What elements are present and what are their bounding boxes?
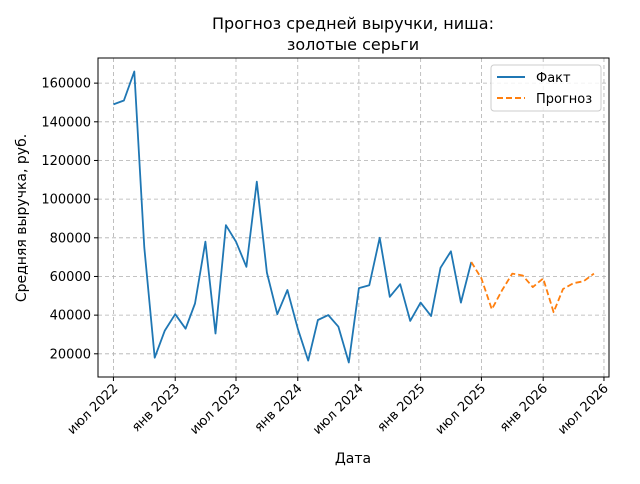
grid [98, 58, 609, 377]
plot-frame [97, 57, 610, 378]
y-tick-label: 60000 [50, 270, 91, 285]
y-tick-label: 20000 [50, 347, 91, 362]
series-group [113, 70, 595, 364]
chart-title-line: Прогноз средней выручки, ниша: [212, 14, 494, 33]
x-axis-label: Дата [335, 451, 371, 467]
y-tick-label: 100000 [41, 193, 91, 208]
legend: Факт Прогноз [490, 64, 602, 112]
series-line-forecast [470, 261, 595, 314]
chart-title: Прогноз средней выручки, ниша: золотые се… [212, 14, 494, 54]
series-line-fact [113, 70, 473, 364]
y-tick-label: 140000 [41, 115, 91, 130]
legend-label-fact: Факт [536, 71, 571, 86]
legend-label-forecast: Прогноз [536, 92, 592, 107]
y-axis-label: Средняя выручка, руб. [14, 134, 30, 302]
y-tick-label: 160000 [41, 77, 91, 92]
y-tick-label: 80000 [50, 231, 91, 246]
y-tick-label: 40000 [50, 309, 91, 324]
y-tick-label: 120000 [41, 154, 91, 169]
chart-title-line: золотые серьги [287, 35, 419, 54]
